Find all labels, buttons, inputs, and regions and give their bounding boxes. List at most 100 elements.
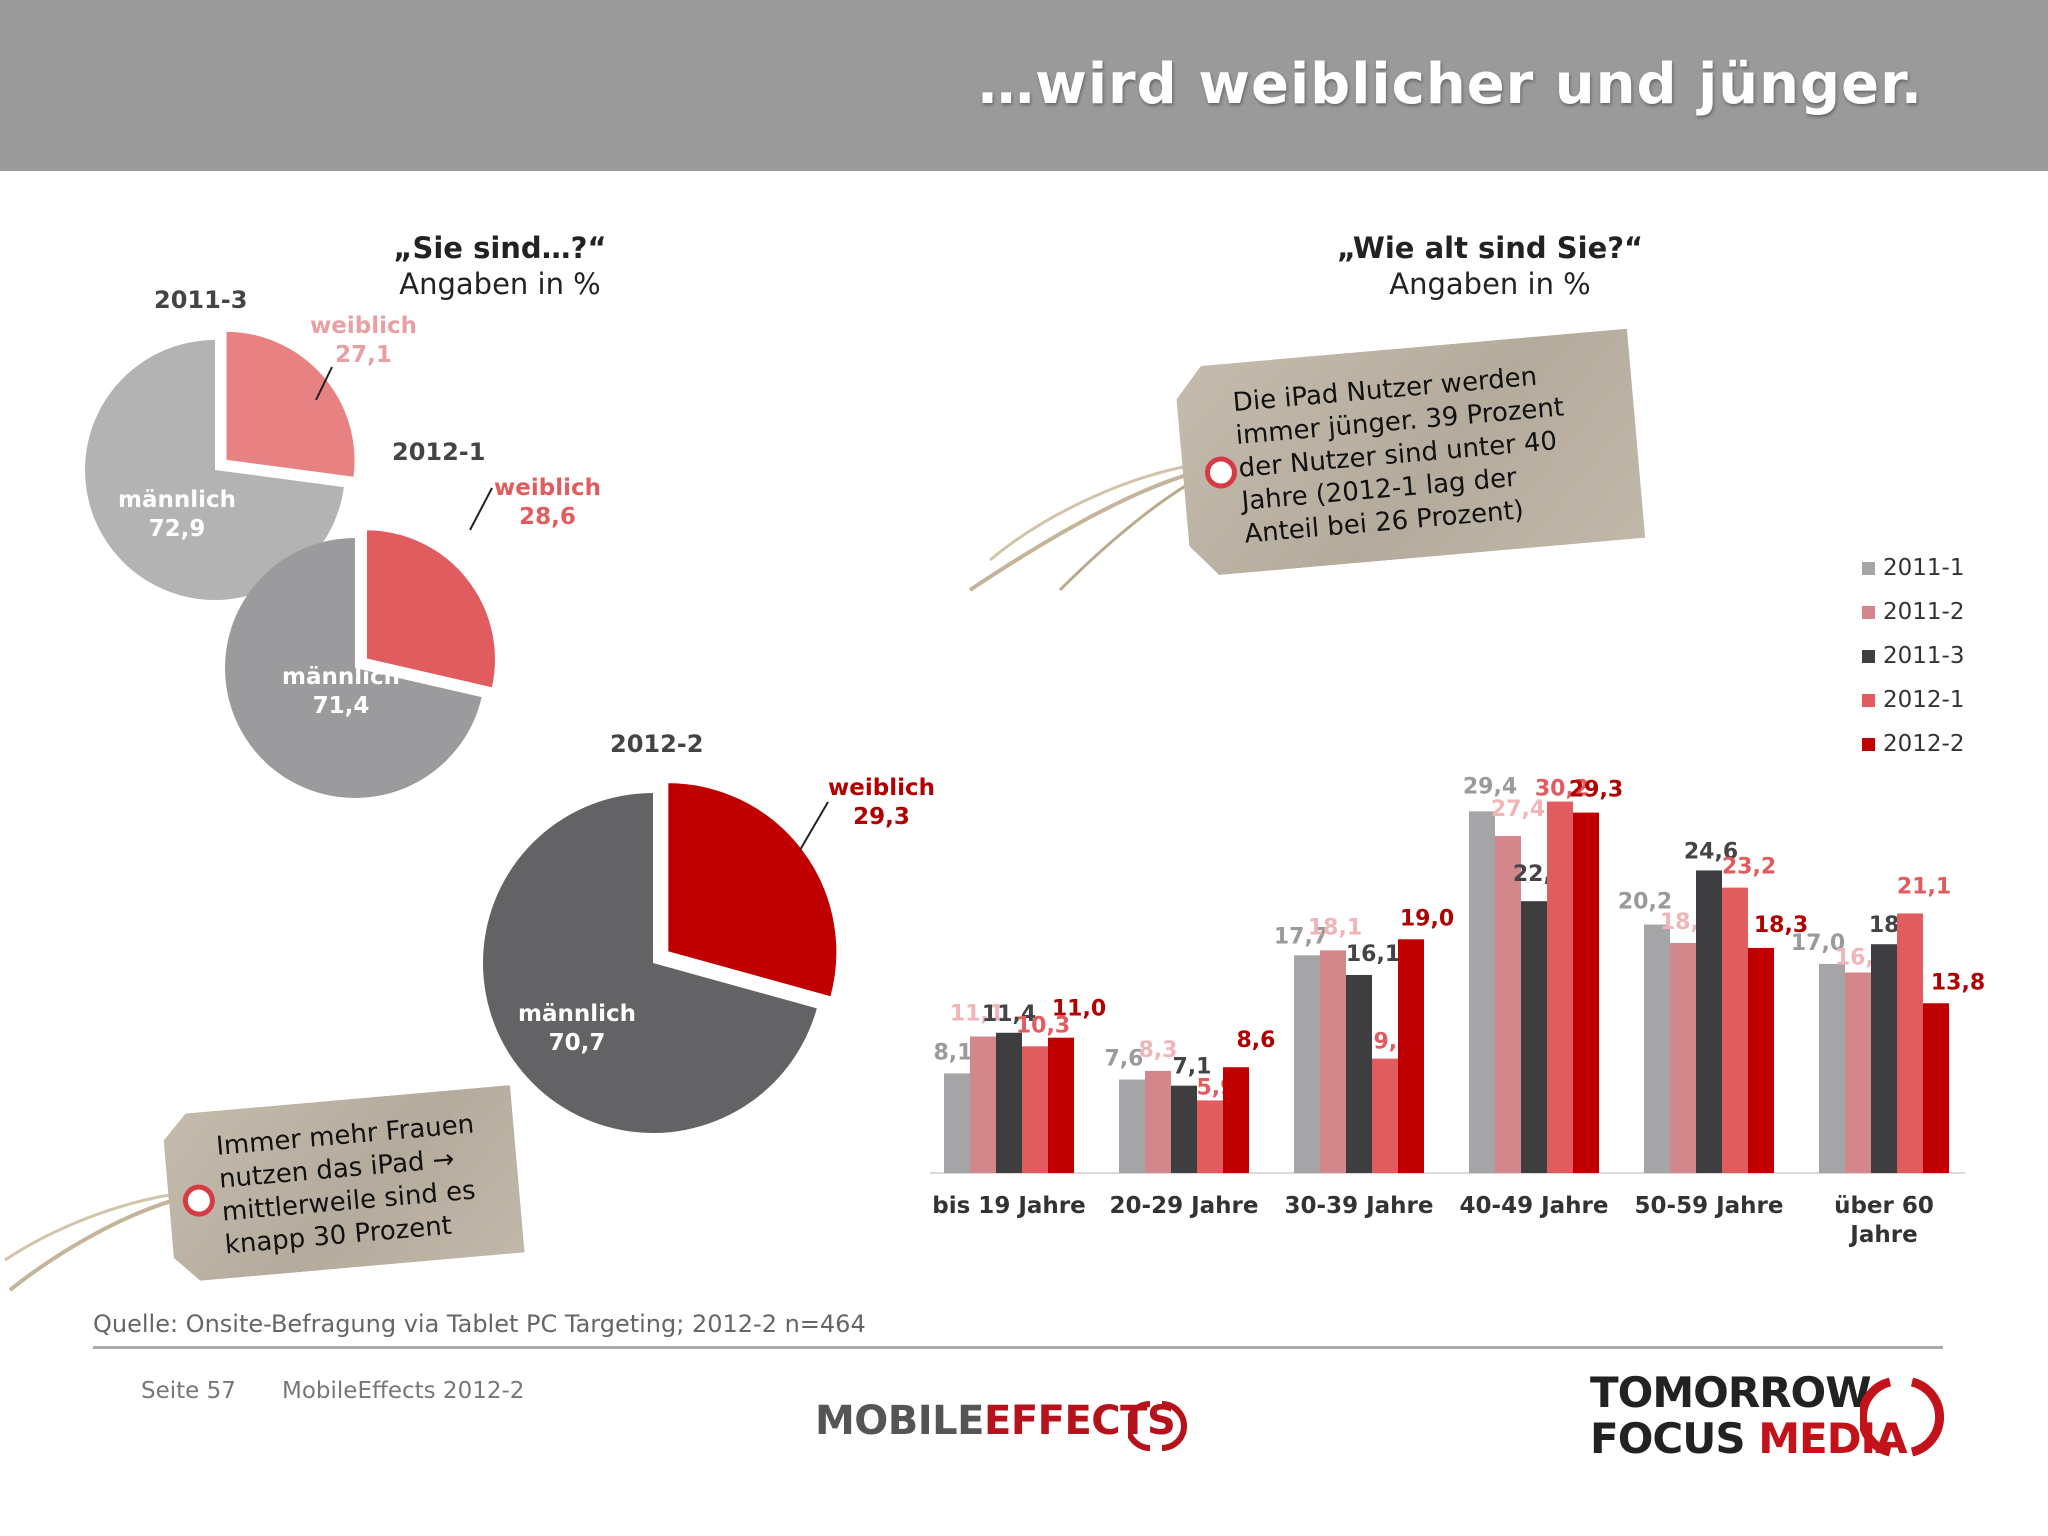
male-label-text: männlich bbox=[518, 1001, 637, 1027]
bar-2011-1-2 bbox=[1294, 955, 1320, 1173]
tomorrow-focus-media-logo: TOMORROW FOCUS MEDIA bbox=[1590, 1368, 1908, 1462]
bar-2011-1-4 bbox=[1644, 924, 1670, 1173]
bar-value-label: 17,0 bbox=[1791, 931, 1845, 956]
bar-value-label: 27,4 bbox=[1491, 797, 1545, 822]
bar-2011-3-4 bbox=[1696, 870, 1722, 1173]
bar-value-label: 18,3 bbox=[1754, 913, 1808, 938]
callout-tag-bottom-text: Immer mehr Frauen nutzen das iPad → mitt… bbox=[215, 1106, 515, 1263]
gender-question: „Sie sind…?“ bbox=[393, 231, 607, 265]
bar-2011-3-2 bbox=[1346, 974, 1372, 1173]
x-tick-label: 40-49 Jahre bbox=[1460, 1193, 1609, 1219]
female-label-text: weiblich bbox=[310, 313, 417, 339]
age-question: „Wie alt sind Sie?“ bbox=[1336, 231, 1644, 265]
legend-swatch bbox=[1862, 649, 1875, 663]
source-note: Quelle: Onsite-Befragung via Tablet PC T… bbox=[93, 1310, 866, 1338]
bar-2011-3-3 bbox=[1521, 901, 1547, 1173]
bar-2011-2-3 bbox=[1495, 835, 1521, 1173]
bar-2012-1-2 bbox=[1372, 1058, 1398, 1173]
pie-2012-2-male-label: männlich 70,7 bbox=[518, 1000, 636, 1058]
bar-value-label: 19,0 bbox=[1400, 906, 1454, 931]
x-tick-label: über 60 bbox=[1834, 1193, 1934, 1219]
logo-text-mobile: MOBILE bbox=[815, 1398, 985, 1444]
document-name: MobileEffects 2012-2 bbox=[282, 1378, 525, 1404]
bar-value-label: 29,4 bbox=[1463, 774, 1517, 799]
legend-item-2011-1: 2011-1 bbox=[1862, 546, 1964, 590]
bar-value-label: 8,6 bbox=[1237, 1028, 1276, 1053]
gender-subtitle: Angaben in % bbox=[399, 267, 601, 301]
legend-swatch bbox=[1862, 561, 1875, 575]
age-subtitle: Angaben in % bbox=[1389, 267, 1591, 301]
legend-label: 2012-1 bbox=[1883, 687, 1965, 713]
bar-2011-2-0 bbox=[970, 1036, 996, 1173]
bar-2012-1-4 bbox=[1722, 887, 1748, 1173]
footer-divider bbox=[93, 1346, 1943, 1349]
logo-text-tomorrow: TOMORROW bbox=[1590, 1368, 1872, 1417]
bar-2011-2-2 bbox=[1320, 950, 1346, 1173]
bar-2012-2-1 bbox=[1223, 1067, 1249, 1173]
bar-2012-2-3 bbox=[1573, 812, 1599, 1173]
bar-2012-1-3 bbox=[1547, 801, 1573, 1173]
gender-question-title: „Sie sind…?“ Angaben in % bbox=[330, 230, 670, 302]
male-value-text: 70,7 bbox=[548, 1030, 606, 1056]
bar-value-label: 21,1 bbox=[1897, 874, 1951, 899]
legend-label: 2011-3 bbox=[1883, 643, 1965, 669]
female-label-text: weiblich bbox=[494, 475, 601, 501]
bar-value-label: 24,6 bbox=[1684, 839, 1738, 864]
bar-2011-1-0 bbox=[944, 1073, 970, 1173]
x-tick-label: 30-39 Jahre bbox=[1285, 1193, 1434, 1219]
age-question-title: „Wie alt sind Sie?“ Angaben in % bbox=[1290, 230, 1690, 302]
bar-2012-2-5 bbox=[1923, 1003, 1949, 1173]
header-banner: …wird weiblicher und jünger. bbox=[0, 0, 2048, 171]
bar-2012-1-1 bbox=[1197, 1100, 1223, 1173]
bar-value-label: 10,3 bbox=[1016, 1013, 1070, 1038]
male-value-text: 71,4 bbox=[312, 693, 370, 719]
bar-2012-1-5 bbox=[1897, 913, 1923, 1173]
bar-value-label: 8,1 bbox=[934, 1040, 973, 1065]
callout-tag-bottom: Immer mehr Frauen nutzen das iPad → mitt… bbox=[161, 1085, 524, 1283]
bar-2011-2-1 bbox=[1145, 1070, 1171, 1173]
pie-2011-3-male-label: männlich 72,9 bbox=[118, 486, 236, 544]
callout-tag-top-text: Die iPad Nutzer werden immer jünger. 39 … bbox=[1232, 353, 1635, 551]
bar-2011-3-5 bbox=[1871, 944, 1897, 1173]
tag-eyelet-icon bbox=[182, 1183, 217, 1218]
tag-eyelet-icon bbox=[1204, 455, 1239, 490]
bar-2011-1-3 bbox=[1469, 811, 1495, 1173]
bar-value-label: 13,8 bbox=[1931, 970, 1985, 995]
bar-2011-1-1 bbox=[1119, 1079, 1145, 1173]
bar-2012-1-0 bbox=[1022, 1046, 1048, 1173]
bar-value-label: 7,1 bbox=[1173, 1055, 1212, 1080]
bar-value-label: 20,2 bbox=[1618, 890, 1672, 915]
bar-value-label: 23,2 bbox=[1722, 855, 1776, 880]
bar-2011-3-1 bbox=[1171, 1085, 1197, 1173]
bar-2012-2-4 bbox=[1748, 947, 1774, 1173]
bar-value-label: 17,7 bbox=[1274, 924, 1328, 949]
page-number: Seite 57 bbox=[141, 1378, 236, 1404]
bar-value-label: 18,1 bbox=[1308, 915, 1362, 940]
mobile-effects-logo: MOBILEEFFECTS bbox=[815, 1398, 1176, 1444]
female-value-text: 28,6 bbox=[519, 504, 576, 530]
x-tick-label: 50-59 Jahre bbox=[1635, 1193, 1784, 1219]
bar-2011-2-4 bbox=[1670, 942, 1696, 1173]
x-tick-label: 20-29 Jahre bbox=[1110, 1193, 1259, 1219]
pie-year-label-2012-1: 2012-1 bbox=[392, 438, 486, 466]
legend-item-2012-1: 2012-1 bbox=[1862, 678, 1964, 722]
x-tick-label: bis 19 Jahre bbox=[932, 1193, 1085, 1219]
pie-2011-3-female-label: weiblich 27,1 bbox=[310, 312, 417, 370]
bar-legend: 2011-1 2011-2 2011-3 2012-1 2012-2 bbox=[1862, 546, 1964, 766]
page-title: …wird weiblicher und jünger. bbox=[978, 52, 1923, 117]
female-value-text: 27,1 bbox=[335, 342, 392, 368]
callout-tag-top: Die iPad Nutzer werden immer jünger. 39 … bbox=[1174, 329, 1646, 578]
bar-2012-2-2 bbox=[1398, 939, 1424, 1173]
bar-value-label: 30,2 bbox=[1535, 777, 1589, 802]
pie-year-label-2011-3: 2011-3 bbox=[154, 286, 248, 314]
legend-swatch bbox=[1862, 693, 1875, 707]
bar-value-label: 16,1 bbox=[1346, 942, 1400, 967]
legend-swatch bbox=[1862, 737, 1875, 751]
female-label-text: weiblich bbox=[828, 775, 935, 801]
legend-label: 2011-2 bbox=[1883, 599, 1965, 625]
pie-2012-1-male-label: männlich 71,4 bbox=[282, 663, 400, 721]
bar-value-label: 8,3 bbox=[1139, 1038, 1178, 1063]
legend-item-2011-3: 2011-3 bbox=[1862, 634, 1964, 678]
legend-item-2012-2: 2012-2 bbox=[1862, 722, 1964, 766]
